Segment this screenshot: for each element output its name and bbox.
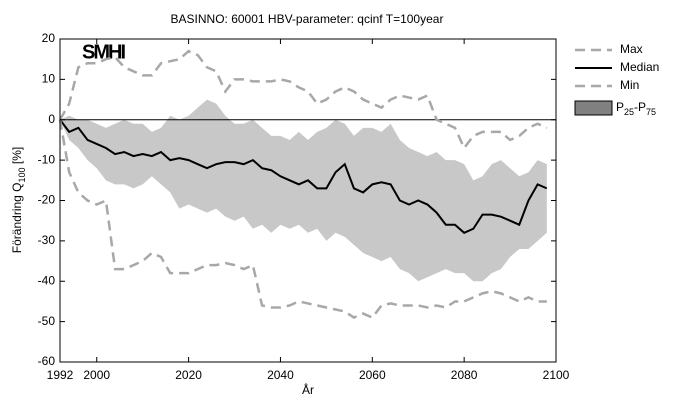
y-tick-label: 20 xyxy=(42,31,56,45)
y-tick-label: 10 xyxy=(42,72,56,86)
logo: SMHI xyxy=(82,41,125,63)
legend-swatch xyxy=(574,100,613,116)
y-tick-label: -10 xyxy=(38,152,56,166)
chart-title: BASINNO: 60001 HBV-parameter: qcinf T=10… xyxy=(171,12,444,26)
y-tick-label: -20 xyxy=(38,193,56,207)
y-axis-label: Förändring Q100 [%] xyxy=(10,147,27,253)
y-tick-label: -50 xyxy=(38,314,56,328)
y-tick-label: -40 xyxy=(38,273,56,287)
y-tick-label: 0 xyxy=(48,112,55,126)
band-area xyxy=(60,99,547,282)
x-tick-label: 2000 xyxy=(83,368,110,382)
y-tick-label: -60 xyxy=(38,354,56,368)
series-line xyxy=(58,49,548,151)
x-tick-label: 2080 xyxy=(451,368,478,382)
x-tick-label: 2100 xyxy=(543,368,570,382)
series-line xyxy=(59,119,548,234)
series-line xyxy=(58,119,547,320)
legend-label: P25-P75 xyxy=(616,100,656,117)
legend-label: Max xyxy=(620,42,643,56)
legend-label: Min xyxy=(620,78,639,92)
x-tick-label: 2040 xyxy=(267,368,294,382)
legend-label: Median xyxy=(620,60,659,74)
x-tick-label: 2060 xyxy=(359,368,386,382)
x-axis-label: År xyxy=(302,382,314,397)
x-tick-label: 1992 xyxy=(47,368,74,382)
y-tick-label: -30 xyxy=(38,233,56,247)
x-tick-label: 2020 xyxy=(175,368,202,382)
